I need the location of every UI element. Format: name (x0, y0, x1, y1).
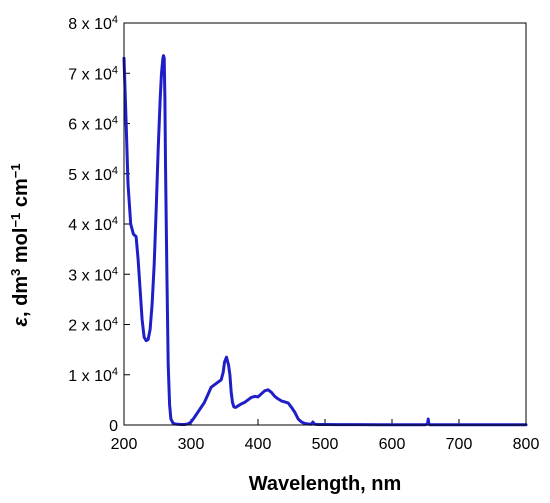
y-tick-label: 5 x 104 (68, 165, 118, 184)
y-axis-title-exp2: −1 (8, 213, 23, 228)
x-tick-label: 500 (312, 436, 339, 453)
y-tick-label: 6 x 104 (68, 115, 118, 134)
x-tick-label: 700 (446, 436, 473, 453)
x-tick-label: 200 (111, 436, 138, 453)
x-tick-label: 800 (513, 436, 540, 453)
y-tick-label: 7 x 104 (68, 64, 118, 83)
series-layer (122, 54, 528, 427)
y-axis-title-exp3: −1 (8, 163, 23, 178)
y-axis-title-part1: , dm (10, 276, 32, 317)
y-tick-label: 4 x 104 (68, 215, 118, 234)
y-tick-label: 2 x 104 (68, 316, 118, 335)
y-axis-title-exp1: 3 (8, 269, 23, 276)
x-axis-ticks: 200 300 400 500 600 700 800 (111, 419, 540, 453)
y-axis-title-symbol: ε (10, 317, 32, 327)
absorption-spectrum-line (122, 54, 528, 427)
y-axis-title-part2: mol (10, 228, 32, 269)
x-tick-label: 600 (379, 436, 406, 453)
x-axis-title: Wavelength, nm (249, 473, 402, 495)
y-axis-ticks: 0 1 x 104 2 x 104 3 x 104 4 x 104 5 x 104 6 x … (68, 14, 130, 435)
y-tick-label: 8 x 104 (68, 14, 118, 33)
y-tick-label: 0 (109, 418, 118, 435)
plot-frame (123, 22, 527, 426)
y-tick-label: 3 x 104 (68, 265, 118, 284)
y-tick-label: 1 x 104 (68, 366, 118, 385)
x-tick-label: 400 (245, 436, 272, 453)
y-axis-title: ε, dm3 mol−1 cm−1 (8, 163, 33, 326)
y-axis-title-part3: cm (10, 178, 32, 212)
x-tick-label: 300 (178, 436, 205, 453)
